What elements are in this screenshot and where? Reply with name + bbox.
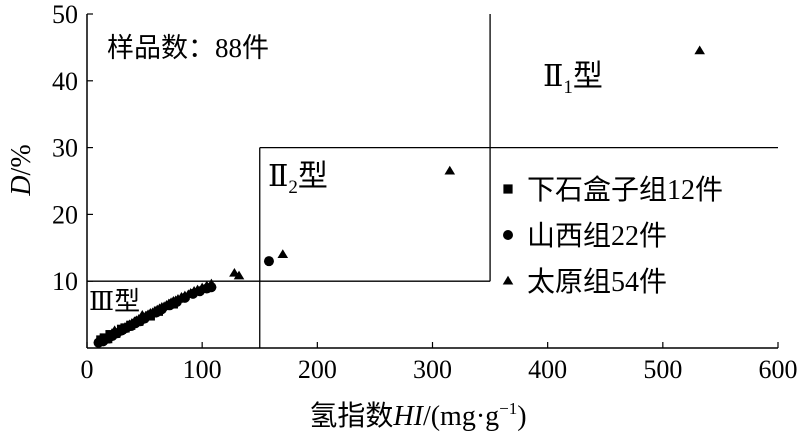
y-tick-label: 20	[52, 200, 78, 229]
legend-item: 山西组22件	[503, 220, 667, 252]
sample-count-annotation: 样品数：88件	[107, 33, 269, 63]
x-axis-unit-close: )	[517, 401, 526, 432]
x-tick-label: 500	[643, 355, 682, 384]
data-point-circle	[263, 256, 274, 267]
x-tick-label: 400	[528, 355, 567, 384]
region-II2-main: Ⅱ	[268, 160, 288, 193]
region-II2-sub: 2	[288, 177, 298, 198]
region-label-III: Ⅲ型	[89, 287, 140, 316]
x-axis-prefix: 氢指数	[309, 400, 393, 432]
data-point-triangle	[233, 270, 245, 280]
data-point-triangle	[100, 334, 111, 344]
y-tick-label: 10	[52, 267, 78, 296]
x-tick-label: 200	[298, 355, 337, 384]
legend-label: 下石盒子组12件	[527, 174, 723, 206]
y-axis-unit: /%	[6, 144, 37, 175]
x-axis-unit-open: /(mg·g	[423, 401, 499, 432]
data-series	[93, 45, 705, 348]
data-point-square	[503, 184, 513, 194]
region-label-II2: Ⅱ2型	[268, 160, 328, 198]
x-tick-label: 100	[183, 355, 222, 384]
y-ticks: 10 20 30 40 50	[52, 0, 93, 296]
x-axis-var: HI	[392, 401, 424, 432]
x-axis-unit-sup: −1	[499, 399, 517, 418]
y-tick-label: 40	[52, 67, 78, 96]
region-II1-main: Ⅱ	[543, 60, 563, 93]
series-triangle	[94, 45, 705, 346]
y-tick-label: 50	[52, 0, 78, 29]
x-ticks: 0 100 200 300 400 500 600	[81, 342, 798, 384]
y-axis-var: D	[6, 175, 37, 196]
data-point-triangle	[694, 45, 705, 55]
legend-item: 太原组54件	[502, 266, 667, 298]
data-point-triangle	[277, 249, 289, 258]
x-axis-title: 氢指数HI/(mg·g−1)	[309, 399, 526, 432]
data-point-triangle	[109, 325, 120, 335]
y-tick-label: 30	[52, 134, 78, 163]
legend-label: 山西组22件	[527, 220, 667, 252]
data-point-triangle	[502, 275, 514, 285]
data-point-triangle	[444, 165, 456, 175]
legend-label: 太原组54件	[527, 266, 667, 298]
y-axis-title: D/%	[6, 144, 37, 196]
region-boundaries	[87, 14, 778, 348]
region-II2-suffix: 型	[298, 160, 328, 193]
region-II1-sub: 1	[563, 77, 573, 98]
data-point-triangle	[123, 322, 134, 331]
region-label-II1: Ⅱ1型	[543, 60, 603, 98]
data-point-triangle	[136, 310, 148, 319]
data-point-triangle	[206, 278, 217, 288]
x-tick-label: 0	[81, 355, 94, 384]
x-tick-label: 300	[413, 355, 452, 384]
legend-item: 下石盒子组12件	[503, 174, 723, 206]
region-II1-suffix: 型	[573, 60, 603, 93]
data-point-circle	[503, 230, 513, 240]
x-tick-label: 600	[759, 355, 798, 384]
